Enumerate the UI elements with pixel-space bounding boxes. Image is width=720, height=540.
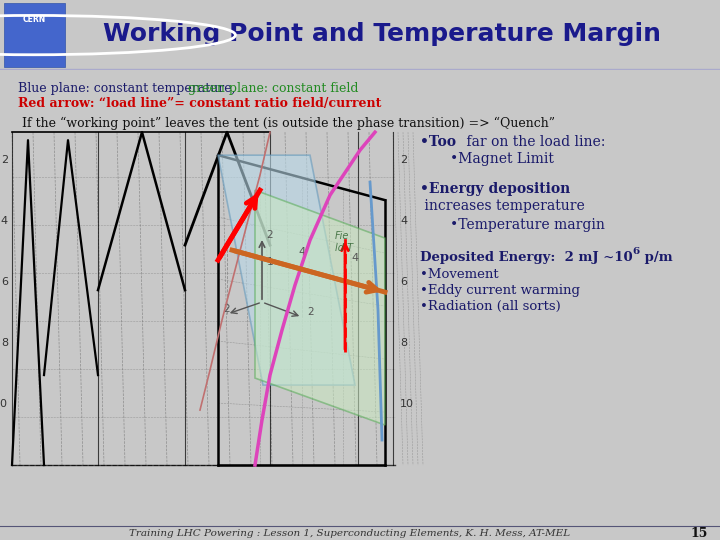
Text: 6: 6: [1, 277, 8, 287]
Text: 2: 2: [223, 304, 230, 314]
Text: •Too: •Too: [420, 135, 456, 149]
Text: 2: 2: [266, 230, 274, 240]
Text: Training LHC Powering : Lesson 1, Superconducting Elements, K. H. Mess, AT-MEL: Training LHC Powering : Lesson 1, Superc…: [130, 529, 570, 537]
Text: 10: 10: [400, 399, 414, 409]
Text: •Movement: •Movement: [420, 268, 499, 281]
Text: 10: 10: [0, 399, 8, 409]
Text: •Energy deposition: •Energy deposition: [420, 182, 570, 196]
Text: 8: 8: [400, 338, 407, 348]
Text: •Temperature margin: •Temperature margin: [450, 218, 605, 232]
Text: If the “working point” leaves the tent (is outside the phase transition) => “Que: If the “working point” leaves the tent (…: [22, 117, 555, 131]
Text: 8: 8: [1, 338, 8, 348]
Text: p/m: p/m: [640, 251, 672, 264]
Polygon shape: [255, 190, 385, 425]
Text: Working Point and Temperature Margin: Working Point and Temperature Margin: [103, 22, 661, 46]
Polygon shape: [218, 155, 355, 385]
Text: Red arrow: “load line”= constant ratio field/current: Red arrow: “load line”= constant ratio f…: [18, 97, 382, 110]
Text: green plane: constant field: green plane: constant field: [188, 82, 359, 95]
Text: •Eddy current warming: •Eddy current warming: [420, 284, 580, 297]
Text: far on the load line:: far on the load line:: [462, 135, 606, 149]
Text: 15: 15: [690, 526, 708, 539]
Text: CERN: CERN: [22, 15, 45, 24]
Text: •Radiation (all sorts): •Radiation (all sorts): [420, 300, 561, 313]
Text: •Magnet Limit: •Magnet Limit: [450, 152, 554, 166]
Text: Deposited Energy:  2 mJ ~10: Deposited Energy: 2 mJ ~10: [420, 251, 633, 264]
Text: 2: 2: [400, 155, 407, 165]
Text: increases temperature: increases temperature: [420, 199, 585, 213]
Text: Fie
ld T: Fie ld T: [335, 231, 353, 253]
Text: 6: 6: [400, 277, 407, 287]
Text: Blue plane: constant temperature,: Blue plane: constant temperature,: [18, 82, 240, 95]
FancyBboxPatch shape: [4, 3, 65, 68]
Text: 4: 4: [298, 247, 305, 257]
Text: 2: 2: [1, 155, 8, 165]
Text: 2: 2: [307, 307, 314, 317]
Text: 4: 4: [1, 216, 8, 226]
Text: 4: 4: [351, 253, 359, 263]
Text: 1: 1: [266, 257, 274, 267]
Text: 4: 4: [400, 216, 407, 226]
Text: 6: 6: [632, 247, 639, 256]
